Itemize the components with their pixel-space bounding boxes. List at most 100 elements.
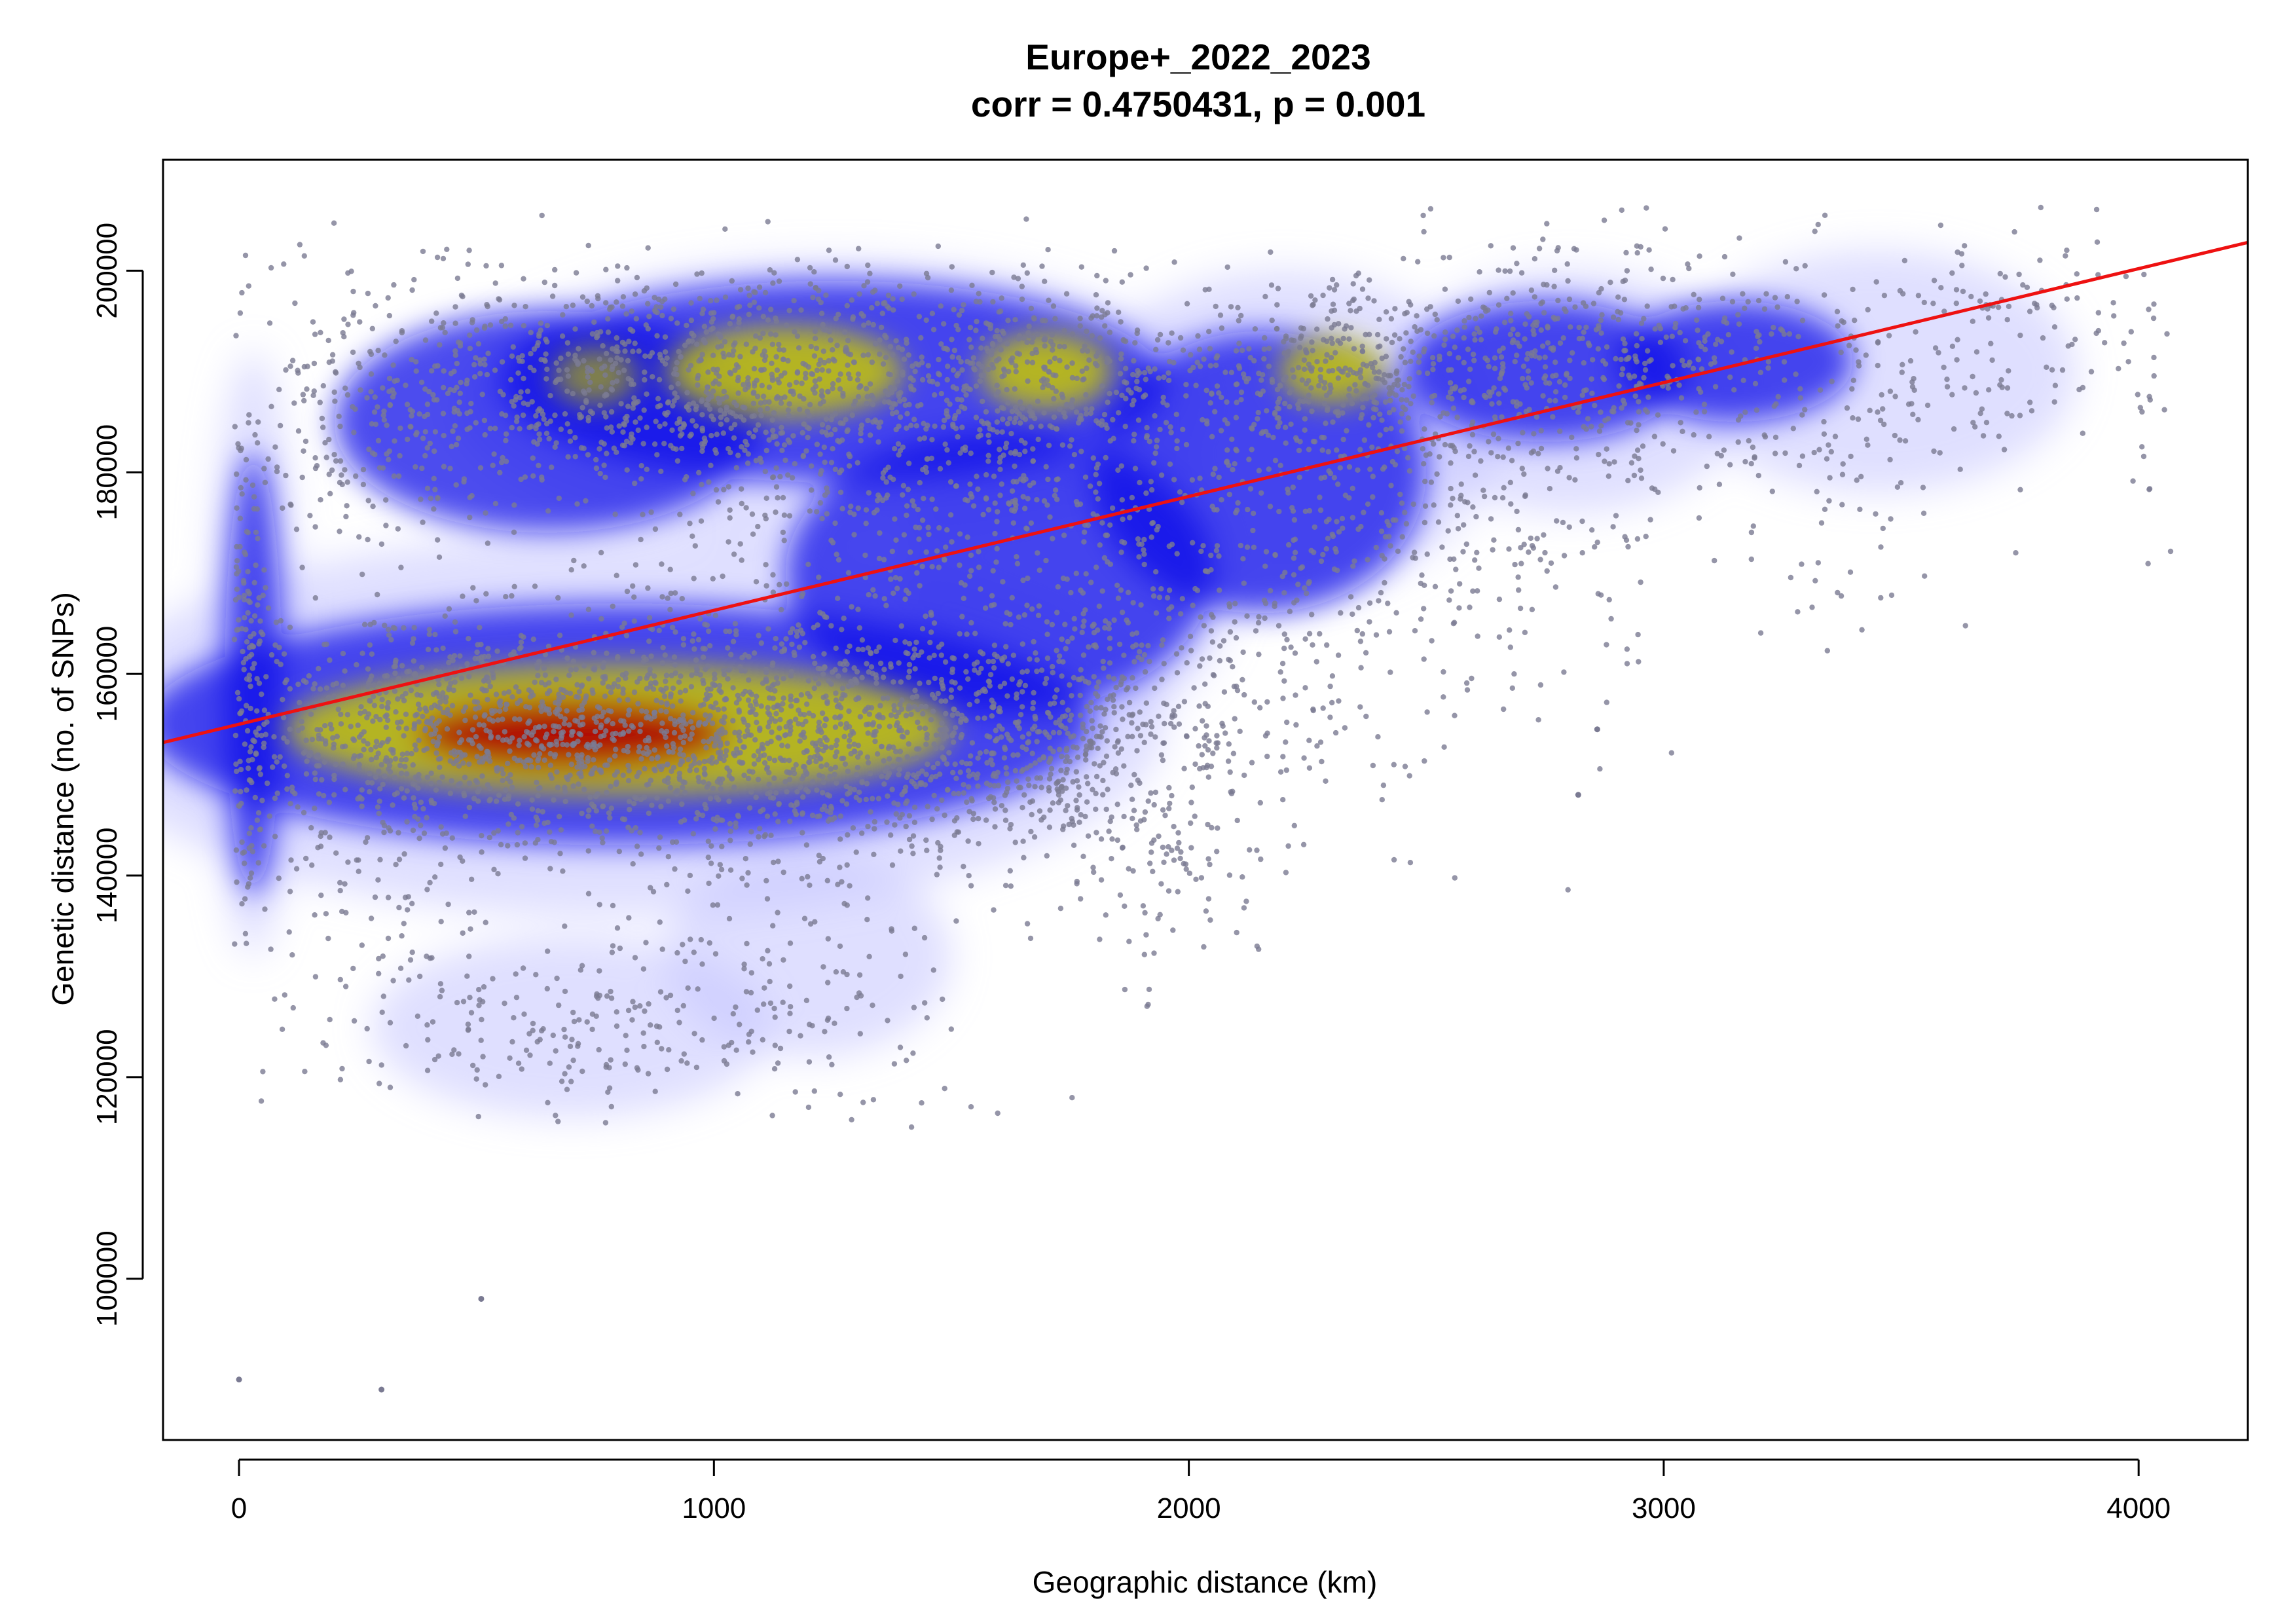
data-point (796, 345, 802, 351)
data-point (691, 646, 697, 652)
data-point (656, 627, 662, 634)
data-point (436, 682, 442, 688)
data-point (407, 407, 413, 413)
data-point (403, 382, 409, 388)
data-point (586, 676, 592, 682)
data-point (944, 397, 950, 403)
data-point (528, 350, 534, 357)
data-point (299, 474, 305, 481)
data-point (1156, 375, 1162, 381)
data-point (509, 353, 515, 359)
data-point (1258, 490, 1264, 496)
data-point (722, 226, 728, 232)
data-point (758, 809, 763, 815)
data-point (256, 595, 262, 601)
data-point (367, 770, 373, 777)
data-point (945, 363, 951, 369)
data-point (272, 834, 278, 840)
data-point (490, 462, 496, 468)
data-point (894, 585, 900, 591)
data-point (1052, 694, 1058, 700)
data-point (689, 672, 695, 678)
data-point (911, 416, 917, 422)
data-point (762, 289, 769, 296)
data-point (1421, 656, 1427, 662)
data-point (1012, 720, 1019, 726)
data-point (1119, 704, 1125, 710)
data-point (1224, 399, 1230, 405)
data-point (457, 739, 463, 746)
data-point (1175, 703, 1182, 710)
data-point (1125, 589, 1131, 595)
data-point (456, 399, 462, 405)
data-point (1304, 590, 1310, 597)
data-point (334, 733, 340, 739)
data-point (710, 388, 716, 394)
data-point (1174, 445, 1180, 452)
data-point (502, 796, 508, 802)
data-point (464, 377, 470, 383)
data-point (1012, 404, 1019, 410)
data-point (556, 813, 562, 820)
data-point (597, 767, 602, 773)
data-point (716, 776, 722, 782)
data-point (1099, 383, 1105, 389)
data-point (1035, 436, 1041, 443)
data-point (1166, 587, 1173, 593)
data-point (244, 787, 249, 793)
data-point (1124, 617, 1129, 623)
data-point (1381, 372, 1387, 378)
data-point (289, 784, 295, 790)
data-point (483, 510, 488, 516)
data-point (513, 684, 519, 690)
data-point (1129, 631, 1135, 637)
data-point (659, 720, 665, 726)
data-point (287, 686, 293, 692)
data-point (1084, 703, 1090, 710)
data-point (644, 745, 650, 751)
data-point (1090, 511, 1096, 517)
data-point (259, 733, 265, 739)
data-point (343, 513, 349, 520)
data-point (545, 819, 551, 826)
data-point (1024, 668, 1030, 674)
data-point (975, 755, 981, 761)
data-point (741, 772, 747, 779)
data-point (866, 490, 872, 496)
data-point (885, 793, 890, 799)
data-point (422, 429, 428, 435)
data-point (361, 747, 367, 752)
data-point (670, 745, 677, 750)
data-point (724, 407, 730, 413)
data-point (563, 774, 570, 781)
data-point (1044, 655, 1051, 661)
data-point (975, 815, 982, 822)
data-point (441, 464, 447, 470)
data-point (376, 811, 382, 817)
data-point (908, 383, 914, 389)
data-point (839, 695, 845, 702)
data-point (476, 705, 482, 710)
data-point (997, 447, 1002, 452)
data-point (699, 310, 705, 316)
data-point (282, 680, 288, 686)
data-point (553, 360, 559, 366)
data-point (1137, 479, 1143, 486)
data-point (765, 219, 771, 225)
data-point (945, 414, 951, 420)
data-point (716, 400, 722, 406)
data-point (439, 774, 445, 780)
data-point (608, 424, 614, 430)
data-point (553, 700, 559, 706)
data-point (469, 317, 475, 323)
data-point (803, 448, 809, 454)
data-point (457, 653, 463, 659)
data-point (542, 279, 547, 286)
data-point (776, 380, 782, 386)
data-point (949, 655, 955, 661)
data-point (664, 700, 670, 707)
data-point (496, 296, 502, 302)
data-point (937, 864, 943, 870)
data-point (431, 448, 437, 454)
data-point (625, 743, 631, 750)
